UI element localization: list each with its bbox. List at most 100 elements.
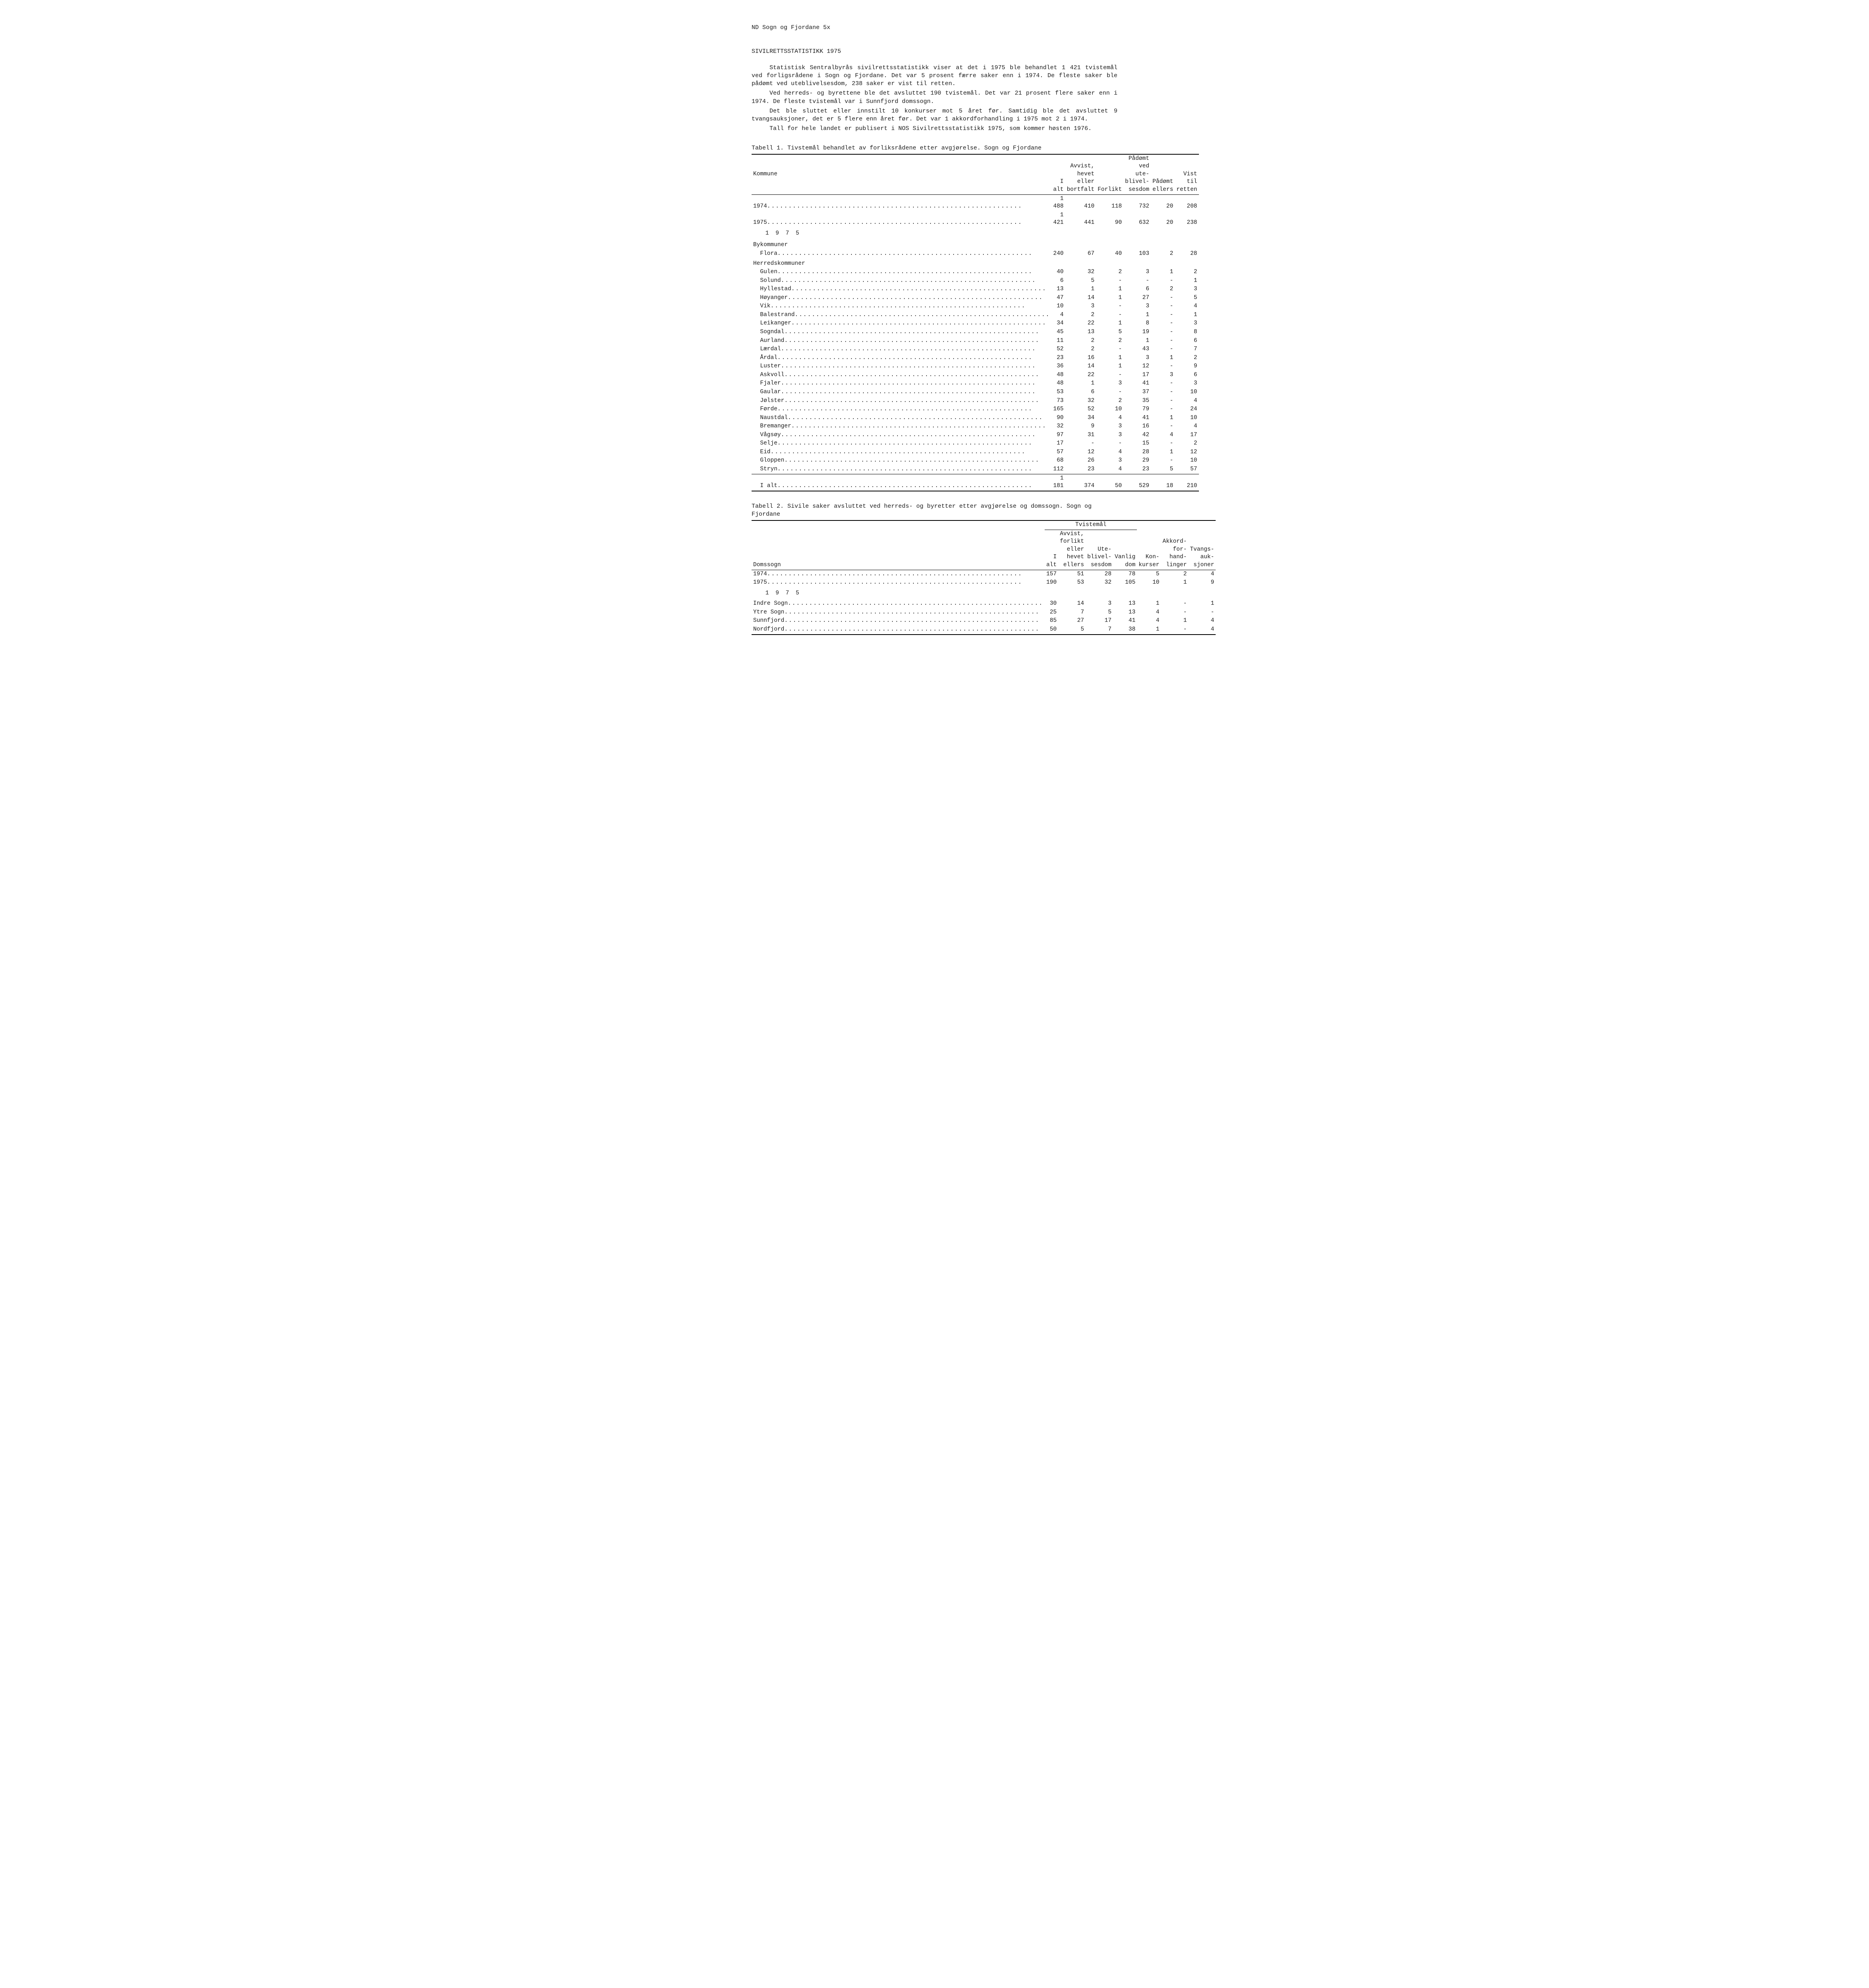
table-row: Selje ..................................… xyxy=(752,439,1199,448)
cell: 2 xyxy=(1175,268,1199,277)
cell: 157 xyxy=(1045,570,1058,579)
cell: - xyxy=(1151,337,1175,346)
row-label: Luster .................................… xyxy=(752,362,1052,371)
cell: 4 xyxy=(1188,617,1216,625)
cell: 90 xyxy=(1096,211,1123,227)
cell: 43 xyxy=(1123,345,1151,354)
table-row: Aurland ................................… xyxy=(752,337,1199,346)
cell: 97 xyxy=(1052,431,1065,440)
cell: 210 xyxy=(1175,474,1199,491)
cell: 2 xyxy=(1175,354,1199,363)
cell: 4 xyxy=(1188,570,1216,579)
cell: - xyxy=(1096,371,1123,380)
table-row: Balestrand .............................… xyxy=(752,311,1199,320)
cell: 6 xyxy=(1175,371,1199,380)
cell: 2 xyxy=(1096,337,1123,346)
cell: 5 xyxy=(1058,625,1086,634)
cell: 28 xyxy=(1123,448,1151,457)
cell: 6 xyxy=(1052,277,1065,285)
cell: 5 xyxy=(1086,608,1113,617)
cell: 165 xyxy=(1052,405,1065,414)
cell: 4 xyxy=(1137,617,1161,625)
group-header: 1 9 7 5 xyxy=(752,227,1199,240)
cell: - xyxy=(1096,302,1123,311)
row-label: Gulen ..................................… xyxy=(752,268,1052,277)
cell: 38 xyxy=(1113,625,1137,634)
cell: 732 xyxy=(1123,194,1151,211)
cell: 36 xyxy=(1052,362,1065,371)
cell: 47 xyxy=(1052,294,1065,303)
cell: 3 xyxy=(1123,268,1151,277)
cell: 1 xyxy=(1137,625,1161,634)
cell: 34 xyxy=(1065,414,1096,423)
cell: 8 xyxy=(1175,328,1199,337)
cell: 12 xyxy=(1175,448,1199,457)
cell: 11 xyxy=(1052,337,1065,346)
cell: 3 xyxy=(1123,354,1151,363)
cell: - xyxy=(1065,439,1096,448)
table-row: 1975 ...................................… xyxy=(752,579,1216,587)
cell: 23 xyxy=(1065,465,1096,474)
col-header: Tvangs-auk-sjoner xyxy=(1188,530,1216,570)
row-label: Flora ..................................… xyxy=(752,250,1052,258)
cell: 3 xyxy=(1086,600,1113,608)
cell: 441 xyxy=(1065,211,1096,227)
cell: 4 xyxy=(1137,608,1161,617)
table-row: Lærdal .................................… xyxy=(752,345,1199,354)
cell: - xyxy=(1151,345,1175,354)
cell: 3 xyxy=(1175,285,1199,294)
cell: 48 xyxy=(1052,379,1065,388)
cell: 32 xyxy=(1065,397,1096,406)
row-label: Bremanger ..............................… xyxy=(752,422,1052,431)
cell: - xyxy=(1096,277,1123,285)
cell: 15 xyxy=(1123,439,1151,448)
row-label: Fjaler .................................… xyxy=(752,379,1052,388)
row-label: Årdal ..................................… xyxy=(752,354,1052,363)
page-header: ND Sogn og Fjordane 5x xyxy=(752,24,1117,32)
cell: 5 xyxy=(1175,294,1199,303)
table-row: 1974 ...................................… xyxy=(752,570,1216,579)
cell: 22 xyxy=(1065,371,1096,380)
row-label: Ytre Sogn ..............................… xyxy=(752,608,1045,617)
cell: 4 xyxy=(1096,465,1123,474)
table-row: Askvoll ................................… xyxy=(752,371,1199,380)
cell: - xyxy=(1161,625,1189,634)
paragraph: Statistisk Sentralbyrås sivilrettsstatis… xyxy=(752,64,1117,88)
col-header: Vanligdom xyxy=(1113,530,1137,570)
cell: - xyxy=(1161,600,1189,608)
cell: 68 xyxy=(1052,456,1065,465)
table-row: Jølster ................................… xyxy=(752,397,1199,406)
cell: - xyxy=(1151,405,1175,414)
cell: 240 xyxy=(1052,250,1065,258)
cell: 10 xyxy=(1175,414,1199,423)
cell: 1 xyxy=(1096,362,1123,371)
cell: 16 xyxy=(1123,422,1151,431)
cell: 14 xyxy=(1065,294,1096,303)
cell: 13 xyxy=(1113,600,1137,608)
col-header: Vist tilretten xyxy=(1175,154,1199,194)
group-header: Herredskommuner xyxy=(752,258,1199,268)
cell: - xyxy=(1151,319,1175,328)
cell: 1 xyxy=(1096,354,1123,363)
cell: 29 xyxy=(1123,456,1151,465)
cell: 632 xyxy=(1123,211,1151,227)
row-label: Lærdal .................................… xyxy=(752,345,1052,354)
group-header: Bykommuner xyxy=(752,240,1199,250)
cell: 31 xyxy=(1065,431,1096,440)
cell: 1 xyxy=(1188,600,1216,608)
table-row: Leikanger ..............................… xyxy=(752,319,1199,328)
cell: 12 xyxy=(1123,362,1151,371)
cell: 41 xyxy=(1123,414,1151,423)
cell: - xyxy=(1151,277,1175,285)
cell: - xyxy=(1188,608,1216,617)
cell: 7 xyxy=(1175,345,1199,354)
cell: 1 181 xyxy=(1052,474,1065,491)
row-label: Gaular .................................… xyxy=(752,388,1052,397)
cell: 374 xyxy=(1065,474,1096,491)
cell: 1 xyxy=(1151,354,1175,363)
cell: 3 xyxy=(1096,379,1123,388)
cell: 52 xyxy=(1065,405,1096,414)
cell: 3 xyxy=(1175,319,1199,328)
cell: 3 xyxy=(1096,422,1123,431)
table-row: Luster .................................… xyxy=(752,362,1199,371)
